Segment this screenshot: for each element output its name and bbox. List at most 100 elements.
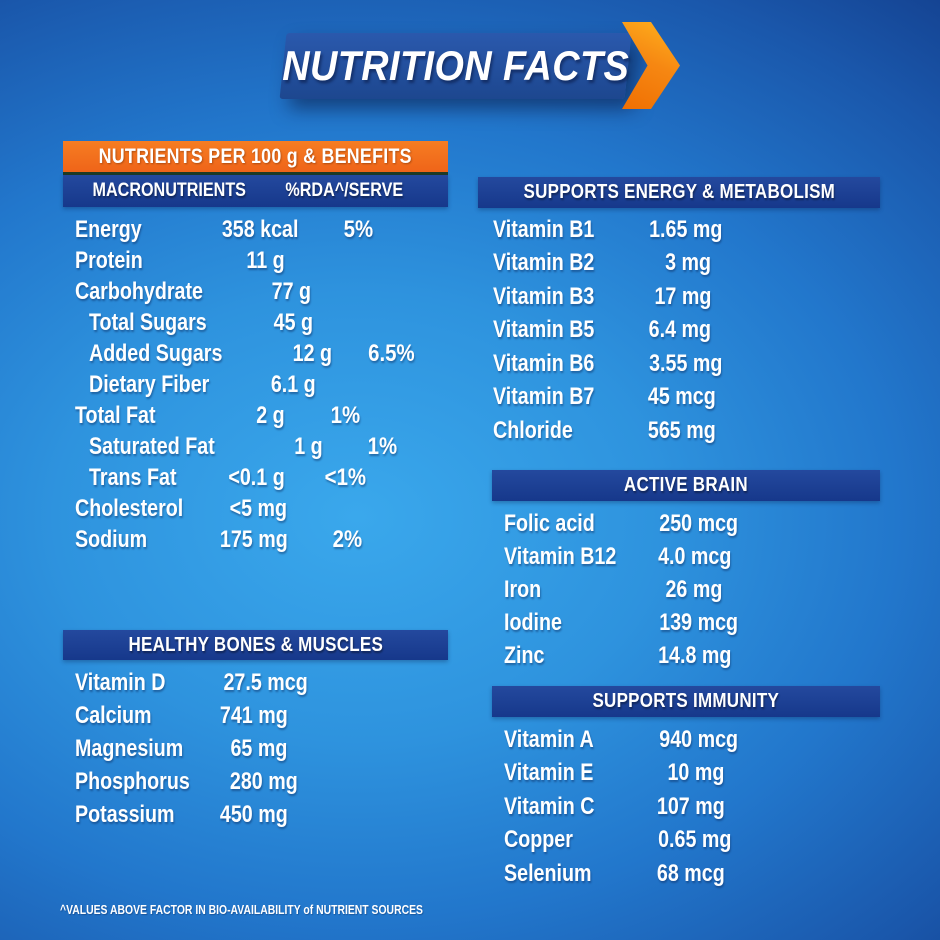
immunity-table: Vitamin A 940 mcg Vitamin E 10 mg Vitami…: [492, 717, 880, 891]
nutrient-value: 6.1 g: [270, 370, 316, 398]
table-row: Vitamin B12 4.0 mcg: [492, 540, 880, 573]
active-brain-section: ACTIVE BRAIN Folic acid 250 mcg Vitamin …: [492, 470, 880, 672]
nutrient-value: 11 g: [246, 246, 285, 274]
nutrient-label: Carbohydrate: [75, 277, 203, 305]
nutrient-label: Iron: [504, 575, 542, 603]
nutrient-label: Iodine: [504, 608, 562, 636]
table-row: Total Sugars 45 g: [63, 307, 448, 338]
table-row: Vitamin B5 6.4 mg: [478, 314, 880, 348]
nutrient-label: Vitamin B1: [493, 215, 595, 243]
table-row: Cholesterol <5 mg: [63, 493, 448, 524]
table-row: Carbohydrate 77 g: [63, 276, 448, 307]
nutrient-rda: 2%: [332, 525, 363, 553]
nutrient-value: 68 mcg: [656, 859, 725, 887]
nutrient-rda: <1%: [324, 463, 366, 491]
nutrient-label: Selenium: [504, 859, 592, 887]
nutrient-label: Zinc: [504, 641, 545, 669]
nutrient-label: Total Sugars: [89, 308, 207, 336]
nutrient-label: Total Fat: [75, 401, 156, 429]
nutrient-value: 741 mg: [219, 701, 288, 729]
table-row: Vitamin B1 1.65 mg: [478, 213, 880, 247]
bones-muscles-table: Vitamin D 27.5 mcg Calcium 741 mg Magnes…: [63, 660, 448, 831]
nutrient-value: 280 mg: [229, 767, 298, 795]
table-row: Selenium 68 mcg: [492, 857, 880, 891]
page-title-text: NUTRITION FACTS: [282, 42, 629, 89]
nutrient-label: Vitamin B7: [493, 383, 595, 411]
table-row: Chloride 565 mg: [478, 414, 880, 448]
energy-metabolism-header: SUPPORTS ENERGY & METABOLISM: [478, 177, 880, 208]
bones-muscles-header: HEALTHY BONES & MUSCLES: [63, 630, 448, 660]
nutrient-label: Vitamin D: [75, 668, 166, 696]
nutrient-label: Added Sugars: [89, 339, 223, 367]
rda-column-header: %RDA^/SERVE: [275, 180, 414, 202]
table-row: Iodine 139 mcg: [492, 606, 880, 639]
nutrient-label: Vitamin B6: [493, 349, 595, 377]
nutrient-value: 175 mg: [219, 525, 288, 553]
nutrient-value: 12 g: [292, 339, 332, 367]
nutrient-value: 10 mg: [667, 759, 724, 787]
nutrient-value: 107 mg: [656, 792, 725, 820]
nutrient-value: 0.65 mg: [658, 826, 732, 854]
table-row: Vitamin B6 3.55 mg: [478, 347, 880, 381]
nutrient-label: Vitamin C: [504, 792, 595, 820]
nutrient-value: 450 mg: [219, 800, 288, 828]
nutrient-label: Vitamin E: [504, 759, 594, 787]
nutrient-label: Vitamin B2: [493, 249, 595, 277]
nutrient-value: 2 g: [256, 401, 285, 429]
active-brain-table: Folic acid 250 mcg Vitamin B12 4.0 mcg I…: [492, 501, 880, 672]
nutrient-label: Protein: [75, 246, 143, 274]
table-row: Total Fat 2 g 1%: [63, 400, 448, 431]
nutrient-label: Potassium: [75, 800, 175, 828]
table-row: Trans Fat <0.1 g <1%: [63, 462, 448, 493]
table-row: Magnesium 65 mg: [63, 732, 448, 765]
table-row: Vitamin B3 17 mg: [478, 280, 880, 314]
footnote: ^VALUES ABOVE FACTOR IN BIO-AVAILABILITY…: [60, 902, 514, 917]
immunity-header: SUPPORTS IMMUNITY: [492, 686, 880, 717]
nutrient-value: 14.8 mg: [658, 641, 732, 669]
nutrient-value: 3 mg: [665, 249, 711, 277]
table-row: Phosphorus 280 mg: [63, 765, 448, 798]
table-row: Zinc 14.8 mg: [492, 639, 880, 672]
nutrient-value: 3.55 mg: [649, 349, 723, 377]
table-row: Potassium 450 mg: [63, 798, 448, 831]
active-brain-header: ACTIVE BRAIN: [492, 470, 880, 501]
nutrients-header-text: NUTRIENTS PER 100 g & BENEFITS: [98, 144, 413, 168]
nutrient-value: 17 mg: [654, 282, 711, 310]
nutrient-value: 65 mg: [230, 734, 288, 762]
nutrient-label: Vitamin B3: [493, 282, 595, 310]
nutrient-label: Saturated Fat: [89, 432, 215, 460]
nutrient-rda: 5%: [343, 215, 374, 243]
nutrient-label: Trans Fat: [89, 463, 177, 491]
nutrient-label: Phosphorus: [75, 767, 190, 795]
nutrient-value: 1 g: [293, 432, 323, 460]
table-row: Energy 358 kcal 5%: [63, 214, 448, 245]
nutrient-label: Folic acid: [504, 509, 595, 537]
table-row: Vitamin D 27.5 mcg: [63, 666, 448, 699]
bones-muscles-header-text: HEALTHY BONES & MUSCLES: [128, 633, 383, 656]
nutrient-value: 27.5 mcg: [223, 668, 308, 696]
nutrient-value: 45 mcg: [647, 383, 716, 411]
nutrient-value: 1.65 mg: [649, 215, 723, 243]
nutrient-value: 940 mcg: [659, 725, 739, 753]
macronutrients-section: NUTRIENTS PER 100 g & BENEFITS MACRONUTR…: [63, 141, 448, 555]
nutrient-value: <5 mg: [229, 494, 288, 522]
energy-metabolism-header-text: SUPPORTS ENERGY & METABOLISM: [523, 181, 835, 203]
table-row: Calcium 741 mg: [63, 699, 448, 732]
nutrient-label: Copper: [504, 826, 573, 854]
page-title: NUTRITION FACTS: [282, 33, 629, 99]
rda-column-header-text: %RDA^/SERVE: [285, 180, 403, 201]
macro-column-header: MACRONUTRIENTS: [63, 180, 275, 202]
nutrient-label: Vitamin A: [504, 725, 594, 753]
nutrient-label: Magnesium: [75, 734, 184, 762]
nutrient-value: 250 mcg: [659, 509, 739, 537]
nutrient-label: Dietary Fiber: [89, 370, 210, 398]
header-divider: [63, 172, 448, 175]
nutrient-label: Chloride: [493, 416, 573, 444]
bones-muscles-section: HEALTHY BONES & MUSCLES Vitamin D 27.5 m…: [63, 630, 448, 831]
nutrient-value: 358 kcal: [221, 215, 299, 243]
nutrient-rda: 1%: [367, 432, 398, 460]
immunity-section: SUPPORTS IMMUNITY Vitamin A 940 mcg Vita…: [492, 686, 880, 891]
table-row: Vitamin E 10 mg: [492, 757, 880, 791]
table-row: Vitamin B7 45 mcg: [478, 381, 880, 415]
nutrient-label: Sodium: [75, 525, 148, 553]
